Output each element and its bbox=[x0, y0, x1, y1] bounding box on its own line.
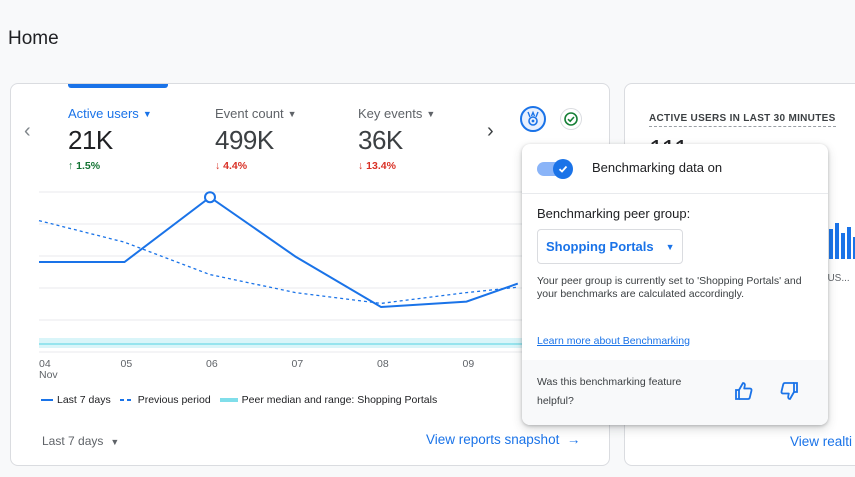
legend-swatch-solid bbox=[41, 399, 53, 401]
arrow-down-icon: ↓ bbox=[358, 160, 364, 172]
view-snapshot-label: View reports snapshot bbox=[426, 432, 560, 447]
legend-current: Last 7 days bbox=[57, 394, 111, 406]
view-realtime-link[interactable]: View realti bbox=[790, 434, 853, 449]
metric-label: Event count bbox=[215, 106, 284, 121]
peer-group-select[interactable]: Shopping Portals ▼ bbox=[537, 229, 683, 264]
thumbs-up-icon bbox=[735, 382, 753, 400]
metric-change: 13.4% bbox=[366, 160, 396, 172]
line-chart bbox=[38, 191, 609, 353]
highlight-point bbox=[204, 191, 216, 204]
thumbs-down-icon bbox=[780, 382, 798, 400]
insights-check-button[interactable] bbox=[560, 108, 582, 130]
date-range-selector[interactable]: Last 7 days ▼ bbox=[42, 434, 119, 448]
view-reports-snapshot-link[interactable]: View reports snapshot → bbox=[426, 432, 580, 447]
metric-value: 499K bbox=[215, 125, 274, 155]
series-line-previous-period bbox=[38, 219, 518, 305]
date-range-label: Last 7 days bbox=[42, 434, 104, 448]
metric-change: 1.5% bbox=[76, 160, 101, 172]
peer-group-value: Shopping Portals bbox=[546, 239, 654, 254]
realtime-bars bbox=[829, 223, 855, 259]
metric-label: Active users bbox=[68, 106, 139, 121]
divider bbox=[522, 193, 828, 194]
legend-swatch-band bbox=[219, 398, 238, 402]
realtime-title[interactable]: ACTIVE USERS IN LAST 30 MINUTES bbox=[649, 113, 836, 127]
arrow-right-icon: → bbox=[563, 432, 581, 447]
peer-range-band bbox=[39, 338, 609, 348]
caret-down-icon: ▼ bbox=[426, 109, 436, 119]
peer-group-description: Your peer group is currently set to 'Sho… bbox=[537, 275, 802, 300]
page-title: Home bbox=[8, 28, 59, 49]
realtime-sub-label: E US... bbox=[818, 273, 850, 284]
x-tick-label: 08 bbox=[377, 358, 389, 370]
thumbs-down-button[interactable] bbox=[776, 378, 802, 404]
x-tick-label: 04 Nov bbox=[39, 358, 58, 381]
check-circle-icon bbox=[564, 112, 578, 126]
peer-group-label: Benchmarking peer group: bbox=[537, 206, 691, 221]
metric-tab-key-events[interactable]: Key events ▼ 36K ↓ 13.4% bbox=[358, 106, 435, 172]
benchmarking-popover: Benchmarking data on Benchmarking peer g… bbox=[522, 144, 828, 425]
overview-card: ‹ Active users ▼ 21K ↑ 1.5% Event count ▼ … bbox=[10, 83, 610, 466]
legend-previous: Previous period bbox=[137, 394, 211, 406]
arrow-up-icon: ↑ bbox=[68, 160, 74, 172]
benchmark-icon bbox=[527, 111, 539, 126]
toggle-thumb bbox=[553, 159, 573, 179]
chevron-right-icon[interactable]: › bbox=[487, 120, 494, 142]
chevron-left-icon[interactable]: ‹ bbox=[24, 120, 31, 142]
caret-down-icon: ▼ bbox=[142, 109, 152, 119]
active-tab-indicator bbox=[68, 84, 168, 88]
x-tick-label: 05 bbox=[120, 358, 133, 370]
check-icon bbox=[558, 165, 568, 173]
metric-tab-event-count[interactable]: Event count ▼ 499K ↓ 4.4% bbox=[215, 106, 297, 172]
caret-down-icon: ▼ bbox=[287, 109, 297, 119]
metric-label: Key events bbox=[358, 106, 423, 121]
series-line-last-7-days bbox=[39, 195, 519, 309]
toggle-label: Benchmarking data on bbox=[592, 160, 723, 175]
legend-peer: Peer median and range: Shopping Portals bbox=[241, 394, 438, 406]
legend-swatch-dashed bbox=[119, 399, 134, 401]
learn-more-link[interactable]: Learn more about Benchmarking bbox=[537, 335, 690, 347]
arrow-down-icon: ↓ bbox=[215, 160, 221, 172]
benchmark-toggle-button[interactable] bbox=[520, 106, 546, 132]
chart-legend: Last 7 days Previous period Peer median … bbox=[41, 394, 446, 406]
x-tick-sublabel: Nov bbox=[39, 369, 58, 381]
metric-change: 4.4% bbox=[223, 160, 248, 172]
benchmarking-toggle[interactable] bbox=[537, 159, 573, 179]
x-tick-label: 07 bbox=[291, 358, 304, 370]
feedback-section: Was this benchmarking feature helpful? bbox=[522, 360, 828, 425]
metric-value: 36K bbox=[358, 125, 403, 155]
x-tick-label: 06 bbox=[206, 358, 218, 370]
caret-down-icon: ▼ bbox=[665, 241, 675, 252]
caret-down-icon: ▼ bbox=[110, 437, 120, 447]
metric-value: 21K bbox=[68, 125, 113, 155]
feedback-question: Was this benchmarking feature helpful? bbox=[537, 376, 682, 407]
x-tick-label: 09 bbox=[462, 358, 475, 370]
thumbs-up-button[interactable] bbox=[731, 378, 757, 404]
metric-tab-active-users[interactable]: Active users ▼ 21K ↑ 1.5% bbox=[68, 106, 152, 172]
